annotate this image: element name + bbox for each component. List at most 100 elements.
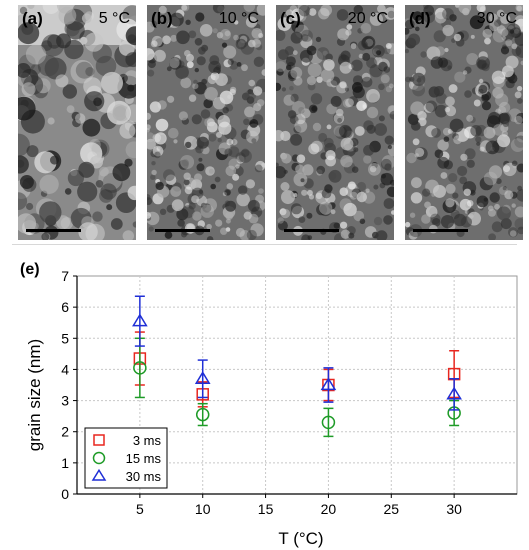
- grain: [385, 85, 393, 93]
- grain: [127, 84, 135, 92]
- grain: [514, 206, 523, 218]
- grain: [482, 28, 493, 39]
- grain: [72, 118, 81, 128]
- grain: [192, 83, 199, 90]
- grain: [202, 203, 212, 213]
- grain: [483, 171, 498, 186]
- grain: [330, 209, 336, 215]
- grain: [18, 22, 40, 45]
- grain: [85, 223, 105, 240]
- grain: [384, 7, 394, 20]
- grain: [366, 106, 379, 119]
- grain: [310, 93, 323, 105]
- grain: [149, 101, 161, 113]
- grain: [306, 76, 317, 86]
- grain: [280, 182, 290, 191]
- grain: [388, 83, 394, 89]
- grain: [155, 118, 169, 132]
- grain: [58, 6, 77, 25]
- grain: [165, 174, 177, 186]
- grain: [504, 190, 514, 200]
- grain: [437, 57, 449, 68]
- grain: [348, 96, 359, 107]
- grain: [238, 185, 248, 195]
- grain: [194, 38, 203, 46]
- grain: [64, 188, 72, 195]
- grain: [369, 12, 383, 26]
- grain: [289, 85, 294, 91]
- series-30ms: [132, 295, 462, 411]
- grain: [412, 83, 425, 97]
- grain: [453, 33, 462, 42]
- grain: [195, 12, 205, 22]
- grain: [85, 67, 95, 77]
- grain: [294, 10, 307, 22]
- grain: [125, 26, 136, 46]
- grain: [93, 97, 102, 107]
- grain: [245, 179, 255, 189]
- grain: [448, 173, 458, 183]
- divider: [12, 244, 517, 245]
- grain: [320, 68, 335, 83]
- grain: [247, 199, 260, 212]
- grain: [23, 75, 44, 95]
- grain: [405, 76, 411, 83]
- scale-bar: [284, 229, 339, 232]
- grain: [243, 5, 256, 12]
- data-point: [446, 386, 462, 400]
- grain: [188, 30, 197, 39]
- grain: [453, 135, 462, 145]
- grain: [460, 216, 472, 228]
- x-tick-label: 25: [383, 501, 399, 517]
- grain: [316, 165, 326, 175]
- grain: [405, 48, 410, 54]
- micrograph-texture: [405, 5, 523, 240]
- x-tick-label: 5: [136, 501, 144, 517]
- grain: [488, 111, 501, 125]
- grain: [294, 119, 308, 133]
- grain: [515, 112, 523, 124]
- grain: [308, 8, 317, 16]
- grain: [26, 145, 39, 158]
- grain: [356, 181, 367, 192]
- grain: [300, 178, 305, 183]
- grain: [445, 105, 457, 117]
- grain: [495, 178, 502, 185]
- grain: [508, 227, 519, 238]
- grain: [445, 96, 455, 107]
- grain: [248, 39, 256, 48]
- grain: [384, 135, 394, 145]
- grain: [250, 223, 264, 237]
- grain: [339, 81, 347, 89]
- grain: [338, 124, 352, 138]
- grain: [127, 34, 136, 44]
- grain: [188, 202, 196, 210]
- grain: [489, 21, 499, 32]
- grain: [178, 159, 189, 170]
- grain: [499, 112, 512, 124]
- grain: [517, 185, 523, 191]
- grain: [516, 131, 523, 143]
- grain: [376, 50, 382, 56]
- y-axis-label: grain size (nm): [25, 339, 44, 451]
- grain: [185, 141, 192, 149]
- grain: [495, 93, 509, 107]
- grain: [300, 35, 313, 49]
- grain: [511, 160, 518, 167]
- grain: [511, 43, 518, 50]
- grain: [167, 95, 175, 103]
- grain: [191, 195, 200, 204]
- grain: [479, 146, 485, 152]
- grain: [361, 72, 371, 82]
- grain: [285, 9, 294, 17]
- grain: [229, 86, 237, 94]
- grain: [124, 70, 136, 86]
- grain: [147, 194, 151, 201]
- grain: [147, 197, 153, 205]
- grain: [277, 17, 292, 31]
- grain: [214, 176, 221, 183]
- grain: [356, 100, 367, 112]
- grain: [75, 113, 86, 124]
- grain: [445, 198, 455, 208]
- grain: [311, 105, 318, 112]
